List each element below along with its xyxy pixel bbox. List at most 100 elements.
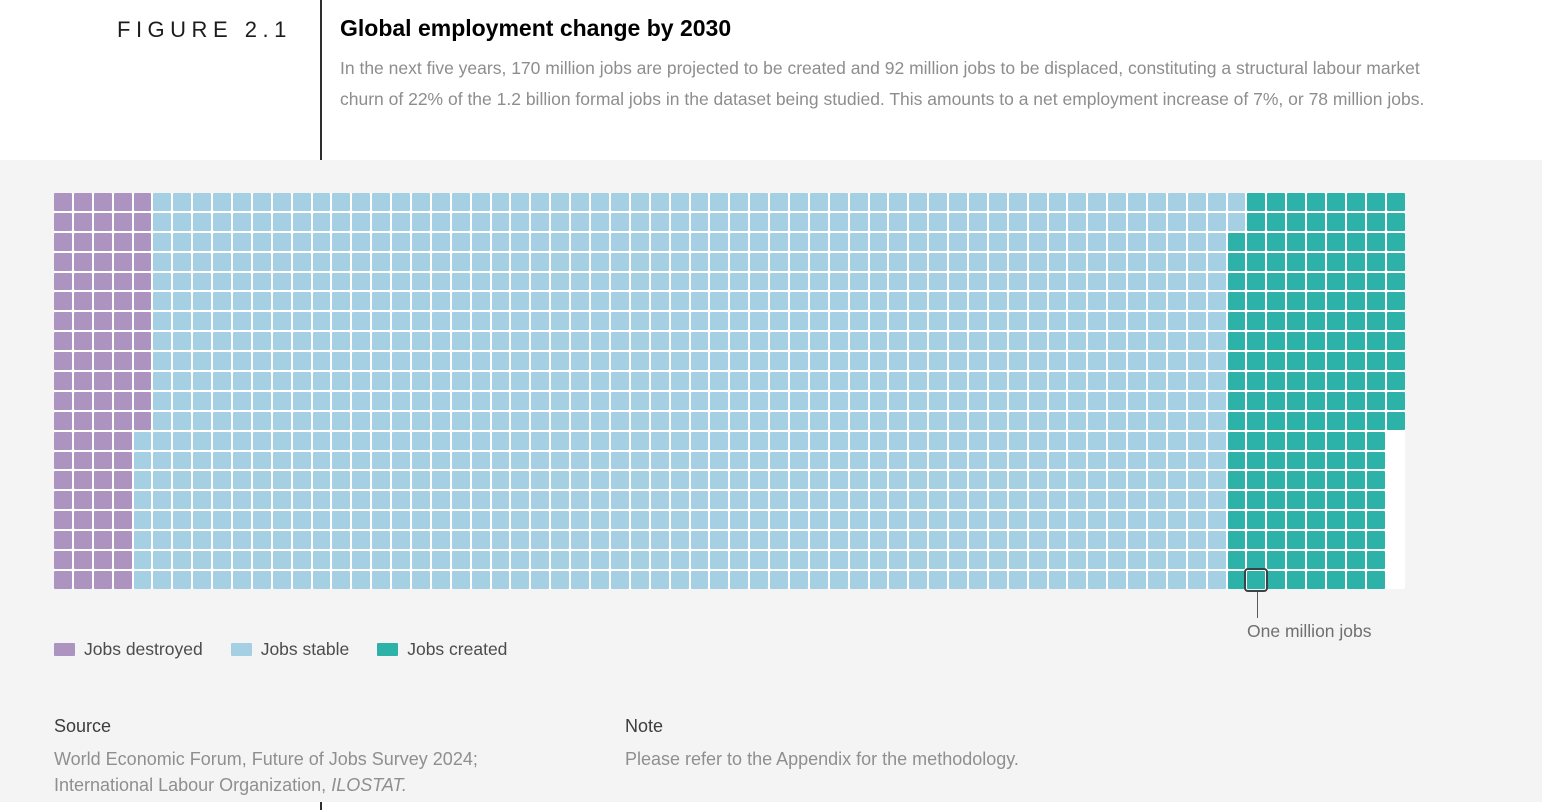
waffle-cell-stable: [292, 272, 311, 291]
waffle-cell-stable: [1128, 411, 1146, 430]
waffle-cell-stable: [630, 193, 649, 211]
waffle-cell-stable: [451, 232, 470, 251]
waffle-cell-created: [1227, 531, 1246, 550]
waffle-cell-stable: [750, 531, 769, 550]
waffle-cell-stable: [1147, 193, 1166, 211]
next-figure-divider: [320, 802, 322, 810]
waffle-cell-created: [1327, 332, 1345, 351]
waffle-cell-stable: [1008, 372, 1027, 390]
waffle-cell-created: [1267, 252, 1286, 271]
waffle-cell-stable: [1048, 292, 1067, 311]
waffle-cell-stable: [1108, 531, 1127, 550]
waffle-cell-stable: [988, 411, 1007, 430]
waffle-cell-stable: [1207, 431, 1226, 450]
waffle-cell-created: [1267, 391, 1286, 410]
waffle-cell-stable: [1068, 570, 1087, 589]
waffle-cell-created: [1307, 193, 1325, 211]
waffle-cell-stable: [451, 451, 470, 470]
waffle-cell-destroyed: [113, 491, 132, 510]
waffle-cell-destroyed: [113, 252, 132, 271]
waffle-cell-stable: [491, 232, 510, 251]
waffle-cell-stable: [531, 391, 550, 410]
waffle-cell-stable: [372, 272, 391, 291]
waffle-cell-created: [1366, 491, 1385, 510]
waffle-cell-created: [1386, 372, 1405, 390]
waffle-cell-destroyed: [54, 391, 72, 410]
waffle-cell-stable: [650, 551, 669, 569]
waffle-cell-stable: [153, 272, 172, 291]
waffle-cell-stable: [670, 372, 689, 390]
waffle-cell-stable: [750, 391, 769, 410]
waffle-cell-created: [1346, 471, 1365, 490]
waffle-cell-stable: [431, 391, 450, 410]
waffle-cell-stable: [968, 551, 987, 569]
waffle-cell-stable: [670, 451, 689, 470]
waffle-cell-stable: [949, 193, 967, 211]
waffle-cell-stable: [431, 451, 450, 470]
waffle-cell-stable: [869, 193, 888, 211]
source-line2-prefix: International Labour Organization,: [54, 775, 332, 795]
waffle-cell-created: [1287, 531, 1306, 550]
waffle-cell-stable: [730, 451, 749, 470]
waffle-cell-destroyed: [73, 372, 92, 390]
waffle-row: [54, 272, 1405, 291]
waffle-cell-stable: [869, 411, 888, 430]
waffle-cell-stable: [968, 332, 987, 351]
waffle-cell-created: [1287, 491, 1306, 510]
waffle-cell-stable: [173, 491, 192, 510]
waffle-cell-stable: [988, 292, 1007, 311]
waffle-cell-stable: [988, 471, 1007, 490]
waffle-cell-stable: [193, 272, 212, 291]
waffle-cell-stable: [988, 431, 1007, 450]
waffle-cell-created: [1267, 332, 1286, 351]
waffle-cell-stable: [809, 570, 828, 589]
waffle-cell-stable: [650, 292, 669, 311]
waffle-cell-destroyed: [93, 212, 112, 231]
waffle-cell-stable: [491, 570, 510, 589]
waffle-cell-stable: [690, 491, 709, 510]
waffle-cell-stable: [153, 372, 172, 390]
waffle-cell-created: [1307, 471, 1325, 490]
waffle-cell-stable: [988, 391, 1007, 410]
waffle-cell-stable: [591, 511, 609, 530]
waffle-cell-stable: [630, 391, 649, 410]
waffle-cell-created: [1267, 352, 1286, 371]
waffle-cell-stable: [392, 570, 411, 589]
waffle-cell-stable: [988, 531, 1007, 550]
waffle-cell-stable: [1088, 212, 1107, 231]
waffle-cell-stable: [1147, 292, 1166, 311]
waffle-cell-created: [1386, 411, 1405, 430]
waffle-cell-stable: [829, 252, 848, 271]
waffle-cell-stable: [551, 252, 570, 271]
waffle-cell-stable: [1108, 511, 1127, 530]
waffle-cell-stable: [193, 411, 212, 430]
waffle-cell-stable: [292, 193, 311, 211]
waffle-cell-stable: [153, 332, 172, 351]
waffle-cell-stable: [849, 193, 868, 211]
waffle-cell-stable: [1167, 232, 1186, 251]
waffle-cell-stable: [1207, 391, 1226, 410]
waffle-cell-created: [1346, 491, 1365, 510]
waffle-cell-stable: [889, 272, 908, 291]
waffle-cell-destroyed: [73, 332, 92, 351]
waffle-cell-stable: [571, 570, 590, 589]
waffle-cell-stable: [809, 352, 828, 371]
waffle-cell-stable: [312, 391, 331, 410]
waffle-cell-stable: [988, 193, 1007, 211]
waffle-cell-stable: [710, 252, 729, 271]
waffle-cell-stable: [710, 491, 729, 510]
waffle-cell-stable: [889, 491, 908, 510]
waffle-cell-stable: [770, 570, 788, 589]
waffle-cell-stable: [730, 252, 749, 271]
waffle-cell-destroyed: [93, 491, 112, 510]
waffle-cell-stable: [849, 352, 868, 371]
waffle-cell-stable: [173, 352, 192, 371]
waffle-cell-stable: [252, 531, 271, 550]
waffle-cell-stable: [1147, 411, 1166, 430]
waffle-cell-stable: [531, 372, 550, 390]
waffle-cell-stable: [312, 272, 331, 291]
waffle-cell-stable: [730, 292, 749, 311]
waffle-cell-stable: [372, 531, 391, 550]
waffle-cell-stable: [412, 511, 430, 530]
waffle-cell-stable: [591, 431, 609, 450]
